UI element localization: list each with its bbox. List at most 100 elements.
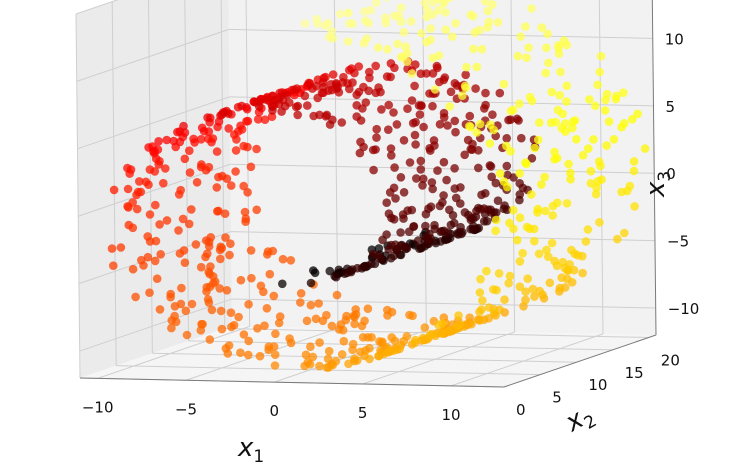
- scatter-point: [586, 179, 596, 188]
- scatter-point: [537, 23, 547, 32]
- scatter-point: [527, 190, 536, 199]
- scatter-point: [328, 34, 338, 43]
- scatter-point: [152, 274, 162, 284]
- scatter-point: [217, 110, 227, 119]
- scatter-point: [337, 350, 347, 359]
- scatter-point: [541, 68, 550, 78]
- scatter-point: [392, 120, 402, 129]
- scatter-point: [472, 206, 481, 216]
- scatter-point: [422, 12, 432, 22]
- scatter-point: [591, 101, 600, 111]
- scatter-point: [231, 167, 240, 176]
- scatter-point: [474, 146, 483, 155]
- scatter-point: [435, 201, 445, 211]
- scatter-point: [461, 83, 471, 93]
- scatter-point: [154, 137, 163, 146]
- x2-tick-label: 0: [516, 401, 526, 419]
- scatter-point: [216, 254, 225, 264]
- scatter-point: [345, 84, 354, 94]
- scatter-point: [477, 305, 486, 314]
- scatter-point: [412, 174, 421, 183]
- scatter-point: [178, 214, 188, 224]
- scatter-point: [325, 120, 335, 129]
- scatter-point: [609, 135, 619, 144]
- scatter-point: [411, 335, 420, 345]
- scatter-point: [410, 81, 419, 91]
- scatter-point: [365, 354, 374, 364]
- scatter-point: [204, 134, 213, 144]
- scatter-point: [489, 125, 499, 135]
- scatter-point: [201, 252, 210, 262]
- scatter-point: [145, 237, 155, 246]
- scatter-point: [556, 67, 565, 77]
- scatter-point: [350, 312, 359, 322]
- scatter-point: [384, 100, 394, 110]
- scatter-point: [448, 32, 457, 41]
- scatter-point: [404, 227, 414, 236]
- scatter-point: [613, 234, 622, 244]
- scatter-point: [444, 326, 454, 336]
- scatter-point: [265, 269, 275, 279]
- scatter-point: [524, 43, 533, 52]
- scatter-point: [420, 323, 430, 332]
- scatter-point: [441, 8, 450, 17]
- scatter-point: [509, 205, 518, 215]
- scatter-point: [416, 69, 426, 78]
- grid-line: [228, 28, 653, 39]
- scatter-point: [189, 134, 198, 144]
- scatter-point: [419, 174, 428, 184]
- scatter-point: [359, 38, 369, 48]
- scatter-point: [439, 113, 449, 122]
- grid-line: [75, 0, 119, 15]
- scatter-point: [586, 166, 596, 176]
- scatter-point: [589, 135, 598, 144]
- scatter-point: [319, 88, 328, 98]
- scatter-point: [601, 95, 610, 105]
- grid-line: [75, 13, 81, 379]
- scatter-point: [469, 44, 478, 54]
- scatter-point: [243, 188, 252, 197]
- x1-tick-label: 0: [270, 402, 280, 420]
- scatter-point: [354, 62, 364, 71]
- scatter-point: [174, 190, 184, 199]
- scatter-point: [428, 184, 438, 194]
- scatter-point: [596, 161, 605, 171]
- scatter-point: [328, 70, 338, 79]
- scatter-point: [491, 178, 501, 188]
- scatter-point: [384, 347, 394, 357]
- axis-panes: [76, 0, 656, 387]
- scatter-point: [522, 53, 531, 62]
- scatter-point: [268, 106, 277, 115]
- scatter-point: [390, 63, 399, 73]
- scatter-point: [485, 161, 495, 170]
- scatter-point: [450, 116, 460, 126]
- scatter-point: [445, 102, 454, 111]
- scatter-point: [315, 338, 324, 347]
- scatter-point: [289, 85, 299, 94]
- scatter-point: [348, 265, 357, 274]
- x2-axis-label: x2: [560, 399, 601, 442]
- scatter-point: [182, 330, 192, 340]
- scatter-point: [640, 144, 650, 153]
- scatter-point: [488, 110, 497, 119]
- scatter-point: [535, 118, 544, 127]
- scatter-point: [475, 316, 484, 325]
- scatter-point: [399, 27, 409, 37]
- scatter-point: [123, 163, 132, 173]
- scatter-point: [416, 165, 426, 174]
- scatter-point: [468, 11, 478, 21]
- scatter-point: [239, 141, 248, 151]
- scatter-point: [377, 105, 386, 114]
- scatter-point: [144, 143, 153, 152]
- scatter-point: [230, 130, 239, 139]
- scatter-point: [554, 49, 564, 58]
- grid-line: [97, 325, 250, 379]
- scatter-point: [477, 44, 487, 54]
- scatter-point: [485, 139, 495, 148]
- scatter-point: [557, 273, 566, 283]
- scatter-point: [399, 188, 409, 197]
- scatter-point: [390, 11, 399, 21]
- scatter-point: [437, 328, 447, 337]
- x1-axis-line: [79, 377, 505, 388]
